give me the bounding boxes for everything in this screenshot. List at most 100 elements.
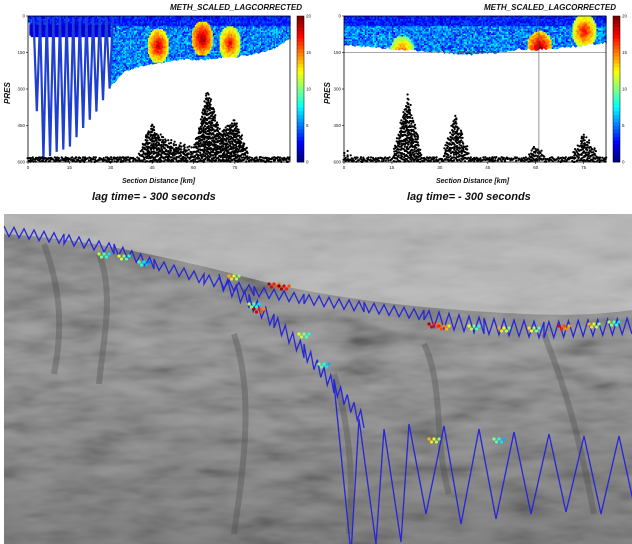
data-cell	[134, 20, 137, 23]
data-cell	[240, 30, 243, 33]
data-cell	[125, 54, 128, 57]
data-cell	[269, 20, 272, 23]
data-cell	[193, 35, 196, 38]
data-cell	[163, 43, 166, 46]
data-cell	[215, 20, 218, 23]
data-cell	[207, 55, 210, 58]
data-cell	[154, 61, 157, 64]
data-cell	[120, 56, 123, 59]
data-cell	[128, 68, 131, 71]
data-cell	[113, 45, 116, 48]
data-cell	[164, 32, 167, 35]
data-cell	[113, 80, 116, 83]
data-cell	[121, 49, 124, 52]
data-cell	[183, 45, 186, 48]
data-cell	[154, 37, 157, 40]
data-cell	[175, 58, 178, 61]
data-cell	[148, 48, 150, 51]
data-cell	[160, 46, 163, 49]
data-cell	[119, 17, 121, 20]
data-cell	[103, 24, 106, 27]
data-cell	[244, 17, 247, 20]
data-cell	[117, 51, 120, 54]
data-cell	[182, 30, 185, 33]
data-cell	[232, 54, 235, 57]
data-cell	[236, 52, 239, 55]
data-cell	[109, 21, 112, 24]
data-cell	[120, 61, 123, 64]
data-cell	[146, 23, 149, 26]
data-cell	[188, 39, 190, 42]
data-cell	[270, 45, 273, 48]
data-cell	[131, 24, 134, 27]
data-cell	[234, 49, 237, 52]
data-cell	[154, 29, 157, 32]
data-cell	[269, 32, 272, 35]
data-cell	[279, 39, 281, 42]
data-cell	[245, 33, 248, 36]
data-cell	[110, 74, 113, 77]
data-cell	[259, 51, 262, 54]
data-cell	[247, 24, 250, 27]
data-cell	[44, 20, 47, 23]
data-cell	[230, 52, 233, 55]
data-cell	[214, 39, 217, 42]
data-cell	[110, 67, 113, 70]
data-cell	[57, 18, 59, 21]
data-cell	[101, 27, 104, 30]
data-cell	[181, 45, 184, 48]
data-cell	[193, 16, 196, 19]
data-cell	[148, 54, 150, 57]
data-cell	[124, 62, 127, 65]
data-cell	[285, 24, 288, 27]
data-cell	[88, 30, 91, 33]
data-cell	[285, 21, 288, 24]
data-cell	[281, 27, 284, 30]
data-cell	[160, 21, 163, 24]
data-cell	[130, 64, 132, 67]
data-cell	[87, 16, 90, 19]
data-cell	[159, 59, 161, 62]
data-cell	[229, 36, 232, 39]
data-cell	[149, 56, 152, 59]
data-cell	[185, 29, 188, 32]
data-cell	[152, 23, 155, 26]
data-cell	[39, 16, 41, 19]
data-cell	[215, 35, 218, 38]
data-cell	[247, 48, 250, 51]
data-cell	[146, 40, 149, 43]
data-cell	[234, 20, 237, 23]
data-cell	[265, 18, 268, 21]
data-cell	[159, 51, 161, 54]
data-cell	[150, 29, 153, 32]
data-cell	[256, 26, 259, 29]
data-cell	[114, 23, 117, 26]
data-cell	[63, 33, 66, 36]
data-cell	[179, 52, 182, 55]
data-cell	[101, 29, 104, 32]
data-cell	[232, 48, 235, 51]
data-cell	[222, 43, 225, 46]
data-cell	[123, 46, 126, 49]
data-cell	[274, 23, 277, 26]
data-cell	[205, 29, 208, 32]
data-cell	[256, 40, 259, 43]
data-cell	[30, 23, 33, 26]
data-cell	[131, 35, 134, 38]
data-cell	[130, 51, 132, 54]
data-cell	[216, 48, 219, 51]
data-cell	[134, 52, 137, 55]
data-cell	[194, 21, 197, 24]
data-cell	[200, 36, 203, 39]
data-cell	[69, 21, 72, 24]
data-cell	[41, 20, 44, 23]
data-cell	[175, 36, 178, 39]
data-cell	[88, 20, 91, 23]
data-cell	[164, 51, 167, 54]
data-cell	[131, 67, 134, 70]
data-cell	[130, 46, 132, 49]
data-cell	[179, 55, 182, 58]
data-cell	[248, 49, 251, 52]
data-cell	[160, 23, 163, 26]
data-cell	[287, 17, 290, 20]
